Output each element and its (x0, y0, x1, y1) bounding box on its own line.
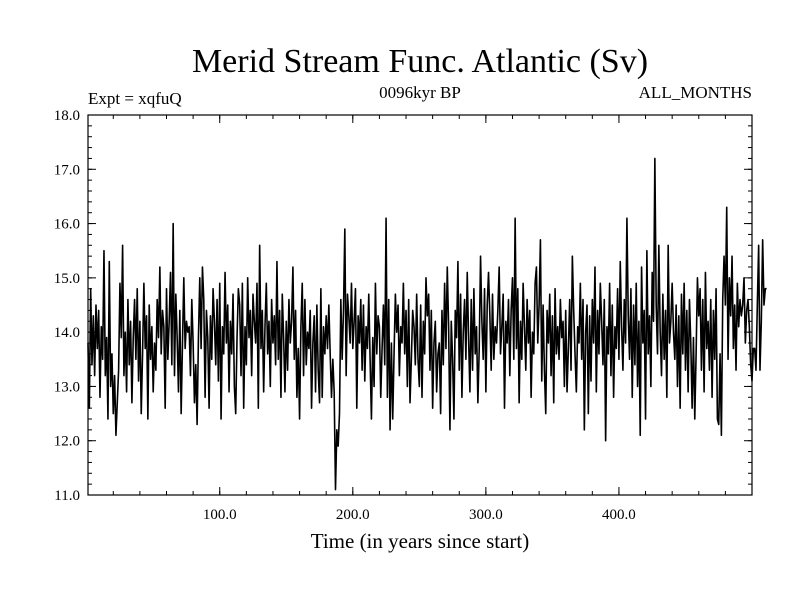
y-tick-label: 11.0 (54, 488, 80, 504)
chart-title: Merid Stream Func. Atlantic (Sv) (192, 43, 648, 80)
time-label: 0096kyr BP (379, 83, 461, 102)
y-tick-label: 18.0 (54, 108, 80, 124)
x-tick-label: 400.0 (602, 507, 636, 523)
y-tick-label: 15.0 (54, 271, 80, 287)
y-tick-label: 14.0 (54, 325, 80, 341)
y-tick-label: 16.0 (54, 217, 80, 233)
x-axis-title: Time (in years since start) (311, 529, 530, 553)
x-axis: 100.0 200.0 300.0 400.0 (112, 115, 726, 523)
y-axis: 11.0 12.0 13.0 14.0 15.0 16.0 17.0 18.0 (54, 108, 752, 504)
series-line (87, 157, 767, 491)
y-tick-label: 13.0 (54, 379, 80, 395)
expt-label: Expt = xqfuQ (88, 89, 182, 108)
months-label: ALL_MONTHS (639, 83, 752, 102)
x-tick-label: 200.0 (336, 507, 370, 523)
plot-frame (87, 114, 753, 496)
x-tick-label: 300.0 (469, 507, 503, 523)
y-tick-label: 17.0 (54, 162, 80, 178)
y-tick-label: 12.0 (54, 434, 80, 450)
x-tick-label: 100.0 (203, 507, 237, 523)
